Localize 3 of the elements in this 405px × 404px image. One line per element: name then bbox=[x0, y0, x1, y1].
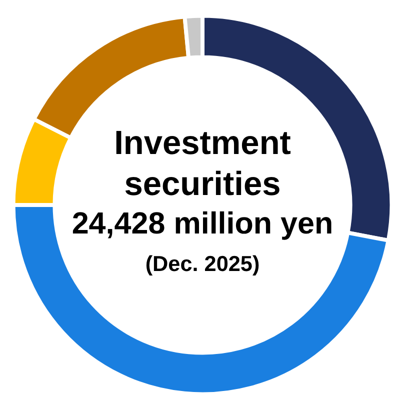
text: (Dec. 2025) bbox=[145, 251, 260, 276]
text: Investment securities bbox=[114, 124, 291, 204]
text: 24,428 million yen bbox=[72, 206, 334, 241]
